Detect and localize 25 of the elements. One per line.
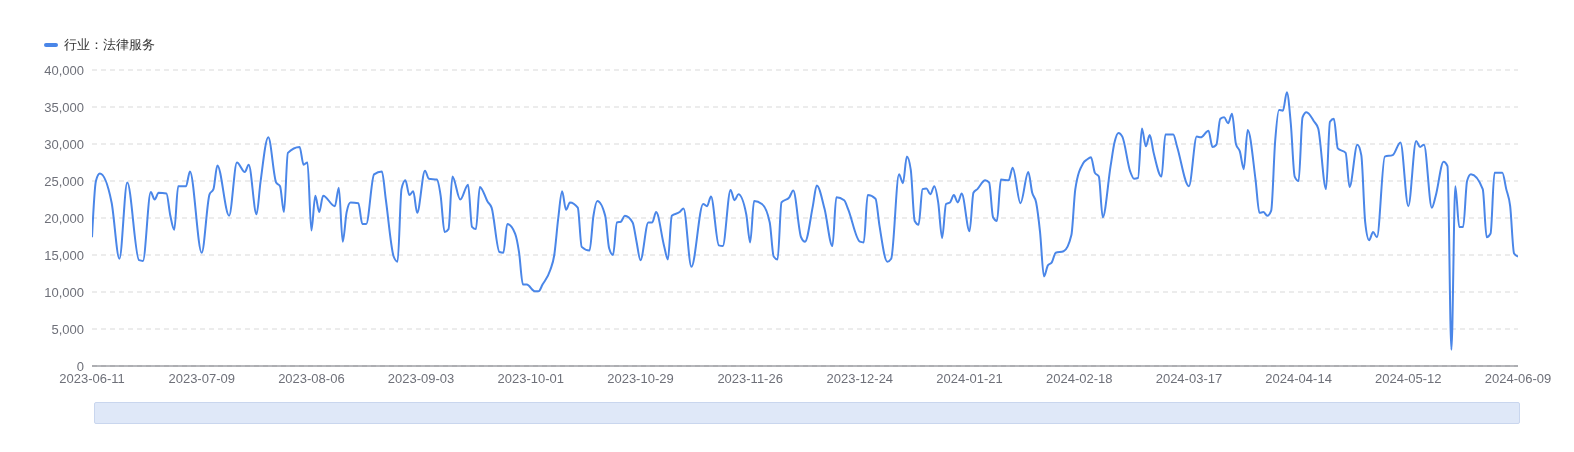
y-tick-label: 15,000 <box>44 247 84 263</box>
x-tick-label: 2023-06-11 <box>59 371 125 387</box>
y-tick-label: 25,000 <box>44 173 84 189</box>
x-tick-label: 2024-03-17 <box>1155 371 1223 387</box>
x-tick-label: 2023-07-09 <box>168 371 235 387</box>
y-tick-label: 5,000 <box>51 321 84 337</box>
y-tick-label: 35,000 <box>44 99 84 115</box>
x-tick-label: 2024-02-18 <box>1045 371 1113 387</box>
x-tick-label: 2023-10-29 <box>607 371 674 387</box>
line-series <box>92 91 1518 351</box>
x-tick-label: 2023-10-01 <box>497 371 565 387</box>
x-tick-label: 2023-09-03 <box>387 371 455 387</box>
x-tick-label: 2024-06-09 <box>1484 371 1552 387</box>
x-tick-label: 2024-04-14 <box>1265 371 1332 387</box>
x-tick-label: 2023-12-24 <box>826 371 894 387</box>
y-tick-label: 30,000 <box>44 136 84 152</box>
y-tick-label: 40,000 <box>44 62 84 78</box>
x-tick-label: 2023-08-06 <box>278 371 345 387</box>
x-tick-label: 2024-01-21 <box>936 371 1003 387</box>
x-tick-label: 2024-05-12 <box>1375 371 1442 387</box>
y-tick-label: 20,000 <box>44 210 84 226</box>
y-tick-label: 10,000 <box>44 284 84 300</box>
y-tick-label: 0 <box>76 358 84 374</box>
x-tick-label: 2023-11-26 <box>717 371 783 387</box>
legend-label: 行业：法律服务 <box>64 36 155 54</box>
